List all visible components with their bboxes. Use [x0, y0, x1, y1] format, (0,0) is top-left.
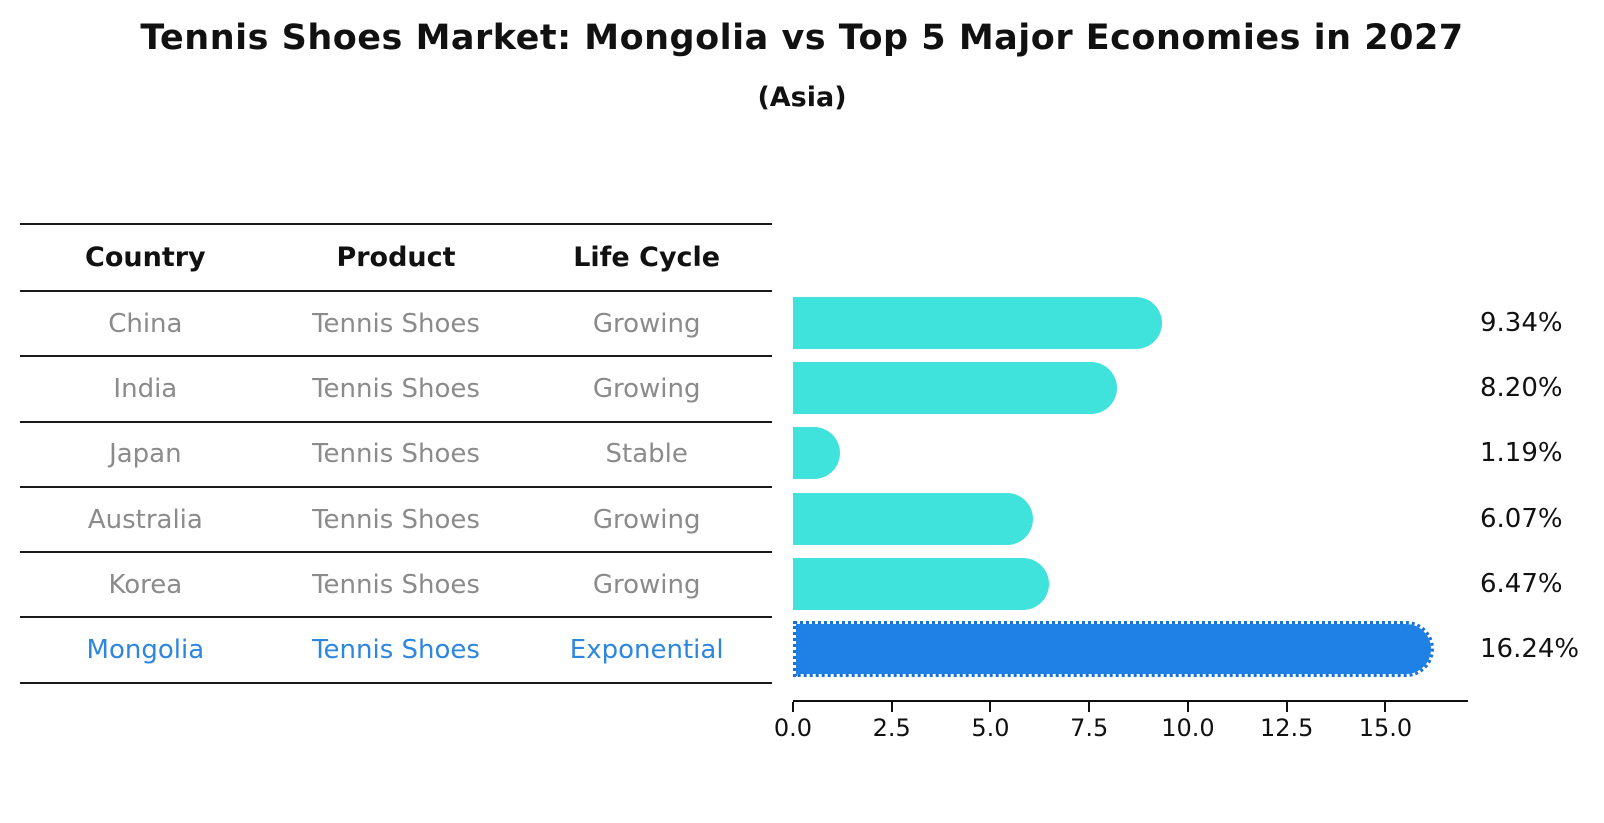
table-row-china: China Tennis Shoes Growing	[20, 292, 772, 358]
bar-value-label: 8.20%	[1480, 372, 1563, 403]
x-tick-label: 2.5	[872, 714, 911, 742]
table-header-life-cycle: Life Cycle	[573, 242, 721, 273]
table-cell-product: Tennis Shoes	[312, 569, 480, 600]
table-cell-product: Tennis Shoes	[312, 308, 480, 339]
table-cell-product: Tennis Shoes	[312, 504, 480, 535]
table-cell-life-cycle: Stable	[605, 439, 688, 470]
bar-row-mongolia	[793, 617, 1468, 682]
table-cell-country: China	[108, 308, 183, 339]
value-row-china: 9.34%	[1480, 290, 1604, 355]
chart-subtitle: (Asia)	[757, 82, 847, 113]
table-cell-life-cycle: Growing	[592, 373, 701, 404]
table-cell-life-cycle: Growing	[592, 569, 701, 600]
table-header-row: Country Product Life Cycle	[20, 225, 772, 292]
x-tick-mark	[890, 702, 893, 712]
x-tick-label: 7.5	[1070, 714, 1109, 742]
bar-australia	[793, 492, 1033, 545]
table-row-mongolia: Mongolia Tennis Shoes Exponential	[20, 618, 772, 684]
bar-india	[793, 361, 1117, 414]
table-row-australia: Australia Tennis Shoes Growing	[20, 488, 772, 554]
x-tick-label: 12.5	[1259, 714, 1314, 742]
table-row-japan: Japan Tennis Shoes Stable	[20, 423, 772, 488]
x-tick-mark	[1186, 702, 1189, 712]
table-cell-life-cycle: Exponential	[569, 635, 724, 666]
x-tick-label: 15.0	[1358, 714, 1413, 742]
table-cell-country: Japan	[109, 439, 182, 470]
table-cell-product: Tennis Shoes	[312, 373, 480, 404]
bar-rows	[793, 290, 1468, 682]
table-header-product: Product	[336, 242, 456, 273]
x-tick-mark	[1384, 702, 1387, 712]
table-cell-life-cycle: Growing	[592, 504, 701, 535]
table-cell-country: Mongolia	[86, 635, 205, 666]
value-row-korea: 6.47%	[1480, 551, 1604, 616]
bar-row-india	[793, 355, 1468, 420]
table-header-country: Country	[85, 242, 206, 273]
x-tick-label: 0.0	[773, 714, 813, 742]
table-cell-country: Korea	[108, 569, 183, 600]
table-cell-country: Australia	[87, 504, 203, 535]
table-cell-product: Tennis Shoes	[312, 439, 480, 470]
bar-row-japan	[793, 421, 1468, 486]
value-row-india: 8.20%	[1480, 355, 1604, 420]
bar-chart: 0.0 2.5 5.0 7.5 10.0 12.5 15.0	[774, 290, 1468, 742]
table-row-korea: Korea Tennis Shoes Growing	[20, 553, 772, 619]
country-table: Country Product Life Cycle China Tennis Sho…	[20, 223, 772, 684]
x-tick-mark	[1285, 702, 1288, 712]
x-axis-line	[793, 700, 1468, 702]
bar-row-australia	[793, 486, 1468, 551]
value-row-mongolia: 16.24%	[1480, 617, 1604, 682]
bar-value-label: 16.24%	[1480, 634, 1580, 665]
bar-row-china	[793, 290, 1468, 355]
bar-korea	[793, 557, 1049, 610]
bar-value-label: 9.34%	[1480, 307, 1563, 338]
x-tick-mark	[1088, 702, 1091, 712]
table-cell-country: India	[113, 373, 178, 404]
bar-value-labels: 9.34% 8.20% 1.19% 6.07% 6.47% 16.24%	[1480, 290, 1604, 682]
bar-value-label: 6.47%	[1480, 568, 1563, 599]
bar-japan	[793, 427, 840, 480]
x-tick-label: 10.0	[1161, 714, 1215, 742]
bar-value-label: 6.07%	[1480, 503, 1563, 534]
table-row-india: India Tennis Shoes Growing	[20, 357, 772, 423]
chart-title: Tennis Shoes Market: Mongolia vs Top 5 M…	[140, 18, 1464, 58]
x-tick-mark	[989, 702, 992, 712]
table-body: China Tennis Shoes Growing India Tennis Shoe…	[20, 292, 772, 684]
bar-mongolia	[793, 621, 1435, 678]
x-tick-label: 5.0	[971, 714, 1010, 742]
table-cell-product: Tennis Shoes	[312, 635, 480, 666]
bar-china	[793, 296, 1162, 349]
value-row-japan: 1.19%	[1480, 421, 1604, 486]
x-tick-mark	[792, 702, 794, 712]
table-cell-life-cycle: Growing	[592, 308, 701, 339]
bar-row-korea	[793, 551, 1468, 616]
value-row-australia: 6.07%	[1480, 486, 1604, 551]
bar-value-label: 1.19%	[1480, 438, 1563, 469]
